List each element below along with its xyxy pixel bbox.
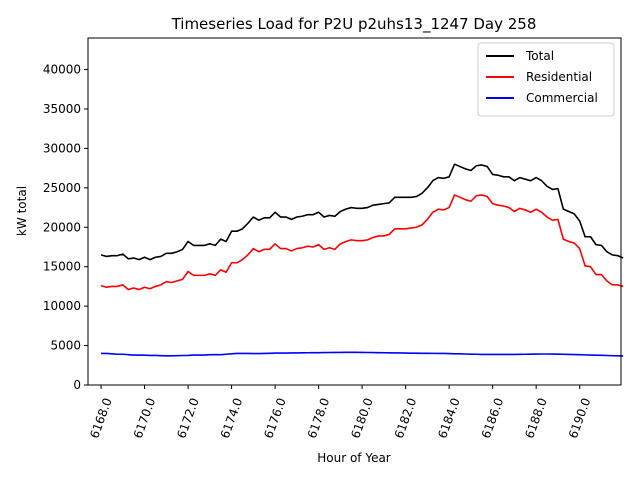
x-tick-label: 6168.0	[87, 396, 115, 440]
y-tick-label: 15000	[43, 260, 81, 274]
y-tick-label: 20000	[43, 220, 81, 234]
x-tick-label: 6180.0	[348, 396, 376, 440]
x-tick-label: 6182.0	[392, 396, 420, 440]
x-tick-label: 6188.0	[522, 396, 550, 440]
y-tick-label: 0	[73, 378, 81, 392]
x-axis-label: Hour of Year	[317, 451, 391, 465]
x-tick-label: 6176.0	[261, 396, 289, 440]
chart-title: Timeseries Load for P2U p2uhs13_1247 Day…	[171, 15, 537, 34]
series-lines	[100, 163, 624, 357]
x-tick-label: 6186.0	[479, 396, 507, 440]
series-line-residential	[100, 194, 624, 291]
x-tick-label: 6174.0	[218, 396, 246, 440]
legend: Total Residential Commercial	[477, 42, 615, 117]
x-tick-label: 6170.0	[131, 396, 159, 440]
y-axis-label: kW total	[15, 186, 29, 236]
series-line-commercial	[101, 351, 624, 357]
y-tick-label: 10000	[43, 299, 81, 313]
x-tick-label: 6184.0	[435, 396, 463, 440]
legend-label-residential: Residential	[526, 70, 592, 84]
x-tick-label: 6190.0	[566, 396, 594, 440]
legend-label-commercial: Commercial	[526, 91, 598, 105]
y-tick-label: 40000	[43, 63, 81, 77]
series-line-total	[100, 163, 624, 261]
y-tick-label: 30000	[43, 141, 81, 155]
x-tick-label: 6178.0	[305, 396, 333, 440]
y-tick-label: 35000	[43, 102, 81, 116]
y-tick-label: 5000	[50, 339, 81, 353]
x-tick-label: 6172.0	[174, 396, 202, 440]
plot-frame	[87, 37, 622, 386]
legend-label-total: Total	[525, 49, 554, 63]
y-tick-label: 25000	[43, 181, 81, 195]
